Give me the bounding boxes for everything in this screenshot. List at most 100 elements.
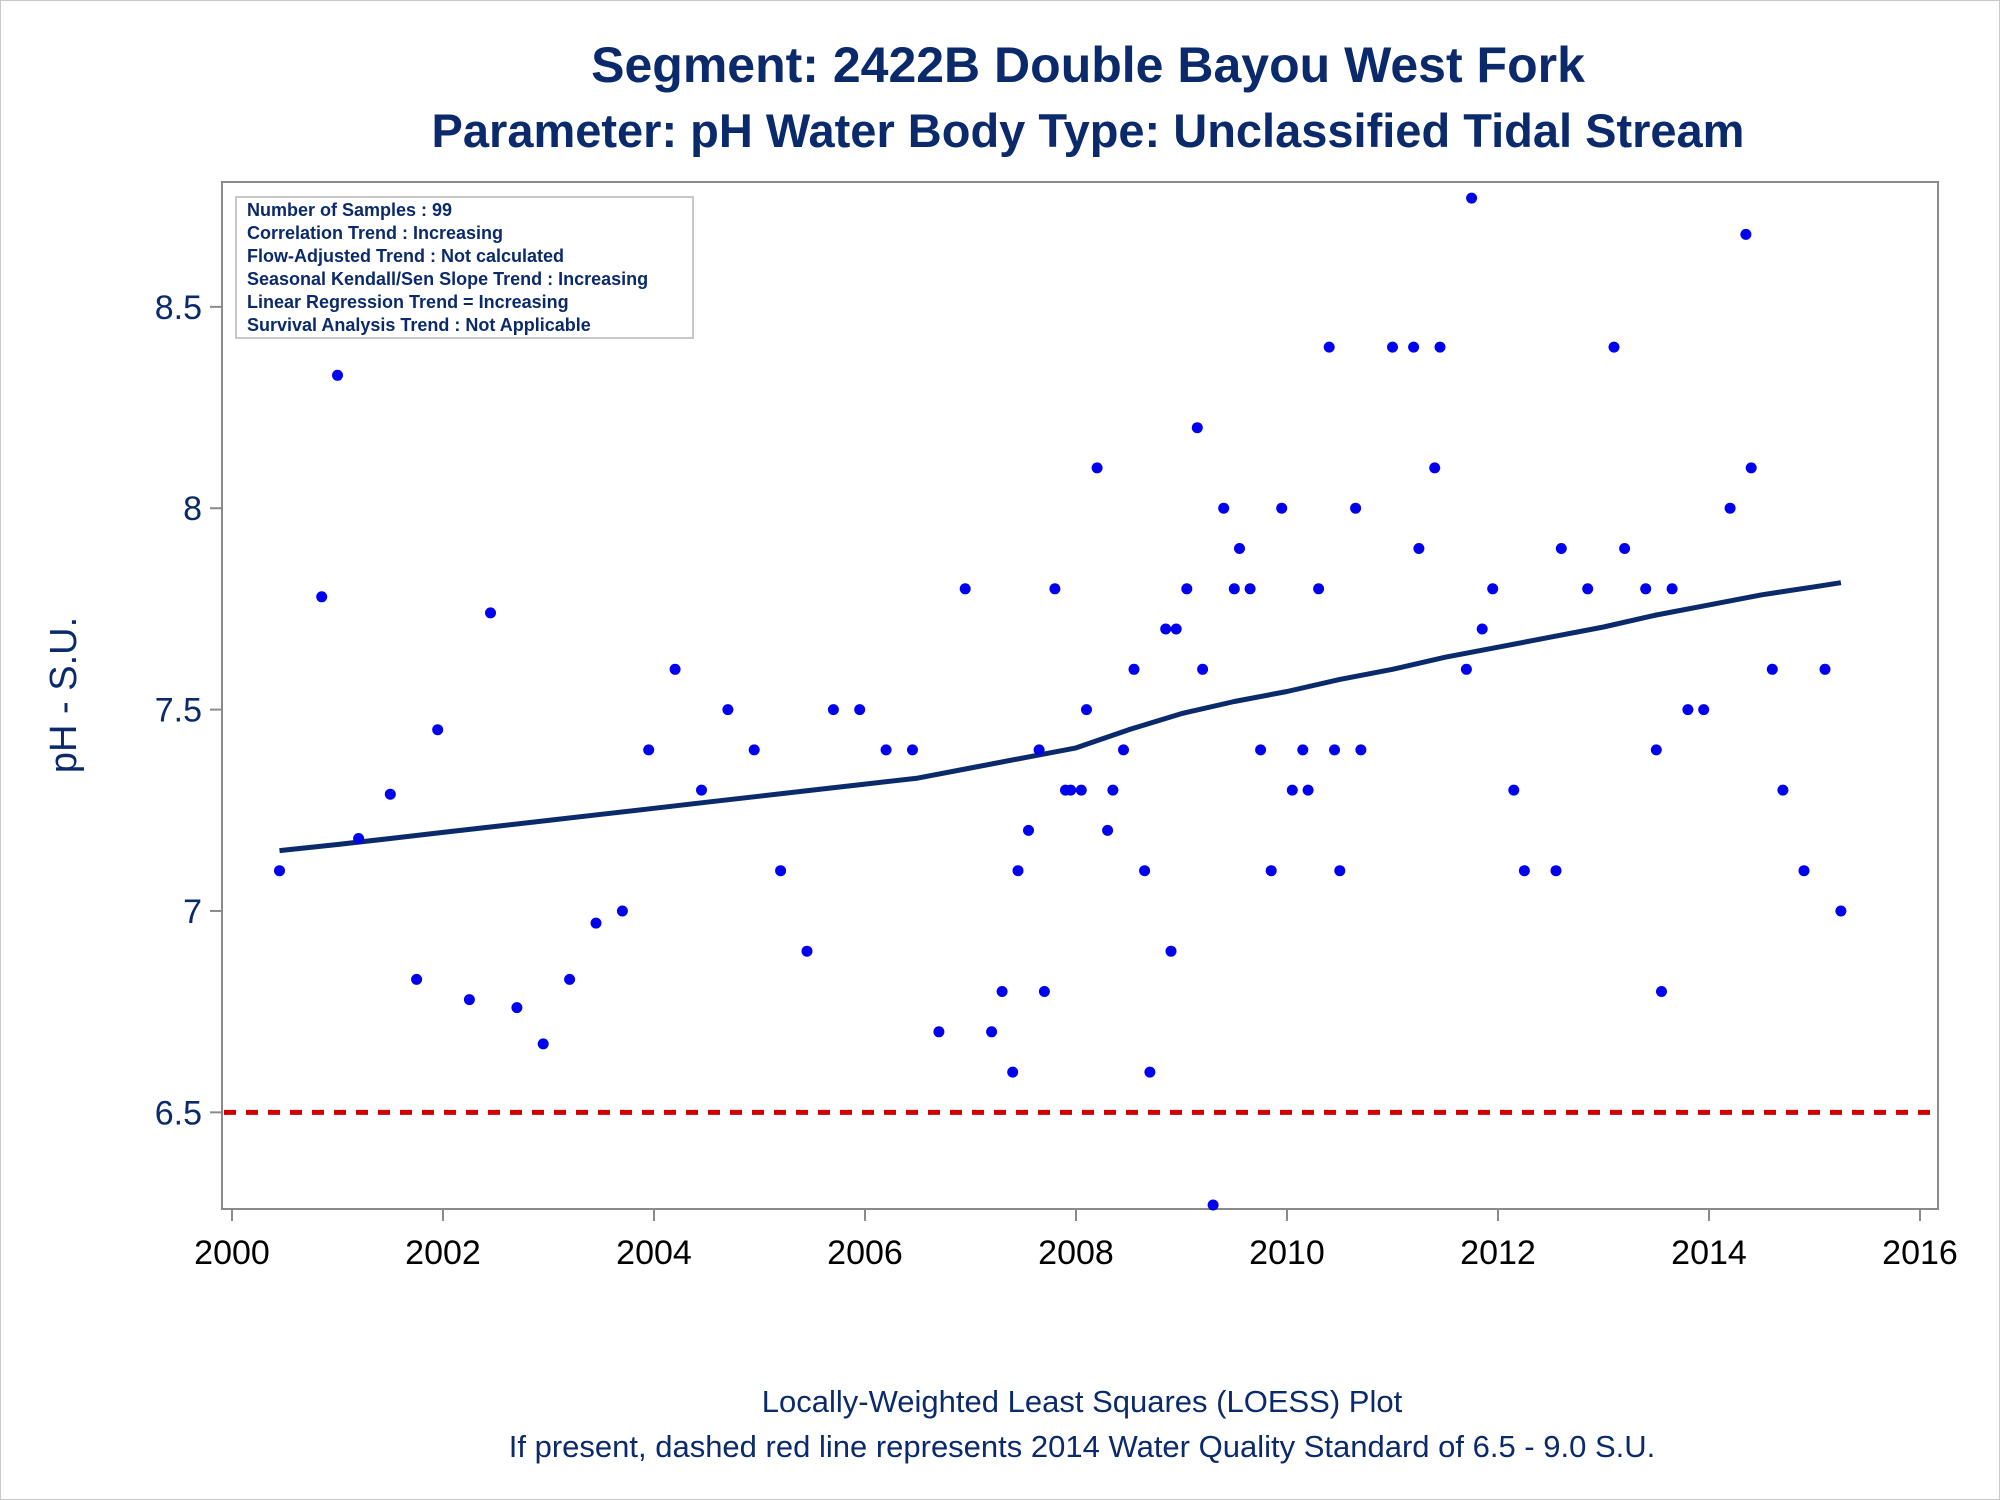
data-point	[1555, 543, 1567, 554]
y-tick-label: 8.5	[155, 289, 202, 327]
data-point	[1724, 502, 1736, 514]
inset-box-border	[235, 196, 694, 339]
data-point	[959, 583, 971, 595]
data-point	[1777, 784, 1789, 796]
inset-line: Number of Samples : 99	[247, 200, 452, 220]
data-point	[353, 833, 365, 844]
data-point	[1207, 1199, 1219, 1211]
data-point	[384, 788, 396, 800]
x-tick-label: 2012	[1460, 1234, 1536, 1272]
data-point	[996, 986, 1008, 997]
data-point	[1766, 663, 1778, 675]
data-point	[1144, 1066, 1156, 1078]
data-point	[1313, 583, 1325, 595]
data-point	[1102, 824, 1114, 836]
data-point	[274, 865, 285, 877]
data-point	[1065, 784, 1077, 796]
data-point	[1302, 784, 1314, 796]
data-point	[1091, 462, 1103, 474]
data-point	[1550, 865, 1562, 877]
data-point	[801, 945, 813, 957]
data-point	[1745, 462, 1757, 474]
data-point	[669, 663, 681, 675]
data-point	[696, 784, 707, 796]
data-point	[463, 994, 475, 1006]
data-point	[1608, 341, 1620, 353]
data-point	[1508, 784, 1520, 796]
data-point	[1181, 583, 1193, 595]
data-point	[1666, 583, 1678, 595]
data-point	[1038, 986, 1050, 997]
data-point	[1081, 704, 1092, 716]
data-point	[1139, 865, 1151, 877]
data-point	[1460, 663, 1472, 675]
data-point	[1698, 704, 1710, 716]
data-point	[590, 917, 602, 929]
plot-area-border	[221, 181, 1939, 1210]
data-point	[1160, 623, 1172, 635]
data-point	[1234, 543, 1245, 554]
y-tick-label: 6.5	[155, 1094, 202, 1132]
data-point	[1476, 623, 1488, 635]
data-point	[854, 704, 866, 716]
data-point	[537, 1038, 549, 1050]
y-tick-label: 7	[183, 893, 202, 931]
x-tick-label: 2000	[194, 1234, 270, 1272]
data-point	[1165, 945, 1177, 957]
inset-line: Flow-Adjusted Trend : Not calculated	[247, 246, 564, 266]
y-tick-label: 8	[183, 490, 202, 528]
x-axis: 2000 2002 2004 2006 2008 2010 2012 2014 2016	[194, 1209, 1958, 1272]
data-point	[1466, 192, 1478, 204]
data-point	[1197, 663, 1209, 675]
data-point	[411, 973, 423, 985]
data-point	[1408, 341, 1420, 353]
data-point	[1297, 744, 1309, 756]
loess-trend-line	[279, 580, 1842, 854]
data-point	[1286, 784, 1298, 796]
data-point	[1244, 583, 1256, 595]
data-point	[775, 865, 787, 877]
data-point	[1191, 422, 1203, 434]
x-tick-label: 2002	[405, 1234, 481, 1272]
data-point	[432, 724, 444, 736]
data-point	[332, 369, 343, 381]
data-point	[1656, 986, 1667, 997]
data-point	[1819, 663, 1831, 675]
data-point	[1218, 502, 1230, 514]
data-point	[643, 744, 655, 756]
inset-line: Linear Regression Trend = Increasing	[247, 292, 569, 312]
data-point	[316, 591, 328, 603]
y-tick-label: 7.5	[155, 692, 202, 730]
data-point	[1170, 623, 1182, 635]
data-point	[1518, 865, 1530, 877]
data-point	[1619, 543, 1631, 554]
data-point	[1582, 583, 1594, 595]
data-point	[1640, 583, 1652, 595]
data-point	[511, 1002, 523, 1014]
data-point	[1355, 744, 1367, 756]
data-point	[1255, 744, 1267, 756]
data-point	[1387, 341, 1398, 353]
data-point	[748, 744, 760, 756]
loess-line-layer	[279, 580, 1842, 854]
data-point	[1429, 462, 1441, 474]
data-point	[1434, 341, 1446, 353]
data-point	[564, 973, 576, 985]
data-point	[1007, 1066, 1019, 1078]
footnote-standard: If present, dashed red line represents 2…	[509, 1429, 1656, 1464]
data-point	[1118, 744, 1129, 756]
data-point	[1128, 663, 1140, 675]
data-point	[1798, 865, 1810, 877]
footnote-loess: Locally-Weighted Least Squares (LOESS) P…	[762, 1384, 1403, 1419]
data-point	[827, 704, 839, 716]
data-point	[1650, 744, 1662, 756]
data-point	[1012, 865, 1024, 877]
data-point	[1682, 704, 1694, 716]
data-point	[1075, 784, 1087, 796]
data-point	[722, 704, 734, 716]
data-points-layer	[274, 192, 1847, 1211]
data-point	[986, 1026, 998, 1038]
data-point	[1740, 228, 1752, 240]
data-point	[1023, 824, 1034, 836]
